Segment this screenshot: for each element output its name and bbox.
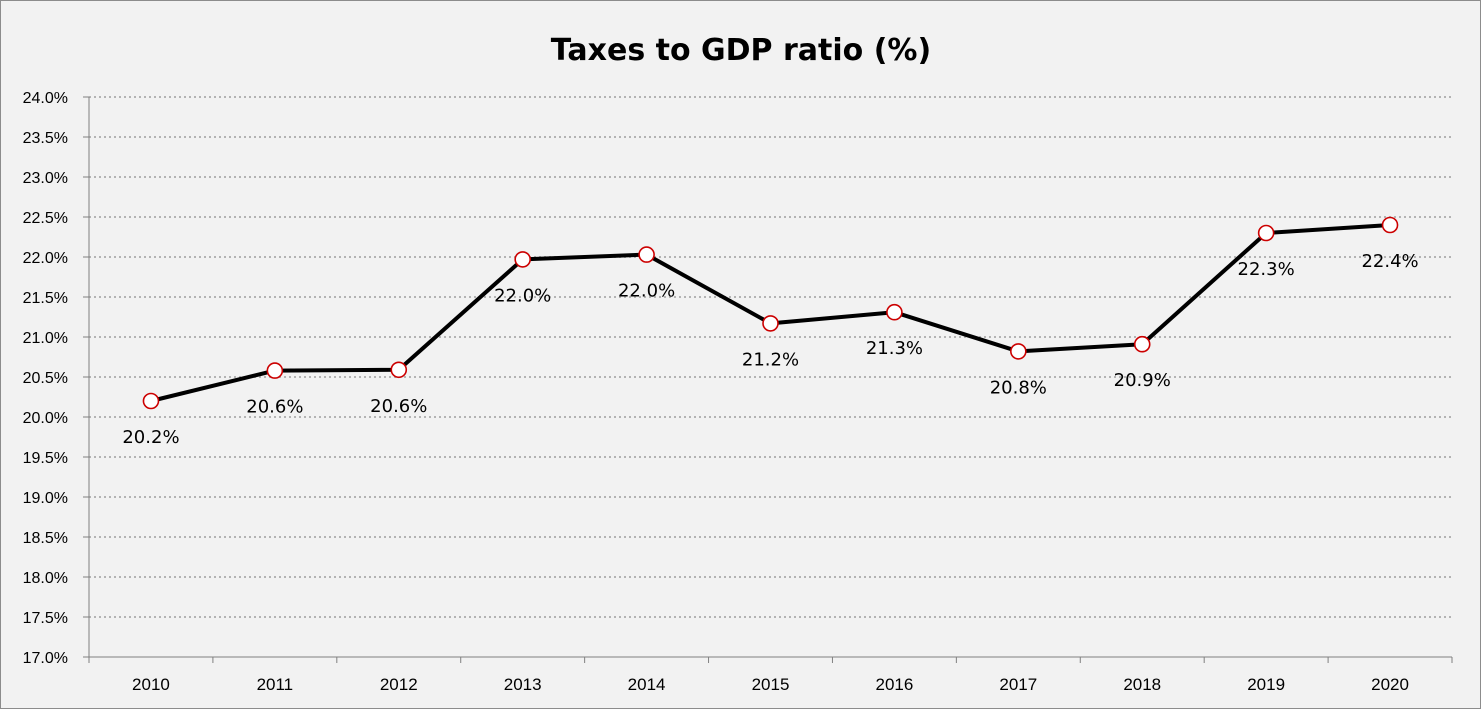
- data-label: 20.6%: [370, 396, 427, 417]
- data-point-marker: [514, 251, 531, 268]
- y-tick-label: 20.0%: [23, 410, 68, 427]
- data-point-marker: [1010, 343, 1027, 360]
- data-point-marker: [1257, 224, 1275, 242]
- data-point-marker: [142, 392, 160, 410]
- x-tick-label: 2010: [132, 675, 170, 694]
- data-labels: 20.2% 20.6% 20.6% 22.0% 22.0% 21.2% 21.3% 20.8%…: [122, 251, 1418, 448]
- y-tick-label: 18.0%: [23, 570, 68, 587]
- data-point-marker: [1381, 216, 1399, 234]
- data-label: 20.2%: [122, 427, 179, 448]
- data-label: 22.0%: [618, 281, 675, 302]
- y-tick-label: 19.5%: [23, 450, 68, 467]
- y-tick-label: 22.5%: [23, 210, 68, 227]
- axes: [83, 96, 1453, 663]
- data-point-marker: [638, 246, 655, 263]
- y-tick-label: 24.0%: [23, 90, 68, 107]
- x-tick-label: 2016: [875, 675, 913, 694]
- y-axis-tick-labels: 17.0% 17.5% 18.0% 18.5% 19.0% 19.5% 20.0% 20.5%…: [23, 90, 68, 667]
- data-label: 20.8%: [990, 377, 1047, 398]
- x-tick-label: 2017: [999, 675, 1037, 694]
- data-label: 22.4%: [1361, 251, 1418, 272]
- x-tick-label: 2013: [504, 675, 542, 694]
- data-point-marker: [1133, 335, 1151, 353]
- y-tick-label: 20.5%: [23, 370, 68, 387]
- series-line: [150, 223, 1391, 403]
- data-label: 21.2%: [742, 349, 799, 370]
- y-tick-label: 23.5%: [23, 130, 68, 147]
- y-tick-label: 19.0%: [23, 490, 68, 507]
- series-line-group: [150, 223, 1391, 403]
- x-tick-label: 2018: [1123, 675, 1161, 694]
- y-tick-label: 17.5%: [23, 610, 68, 627]
- x-tick-label: 2012: [380, 675, 418, 694]
- x-tick-label: 2014: [628, 675, 666, 694]
- data-point-marker: [762, 315, 779, 332]
- y-tick-label: 21.5%: [23, 290, 68, 307]
- y-tick-label: 18.5%: [23, 530, 68, 547]
- chart-title: Taxes to GDP ratio (%): [551, 33, 931, 68]
- x-tick-label: 2020: [1371, 675, 1409, 694]
- x-tick-label: 2015: [752, 675, 790, 694]
- data-label: 20.6%: [246, 397, 303, 418]
- y-tick-label: 23.0%: [23, 170, 68, 187]
- y-tick-label: 22.0%: [23, 250, 68, 267]
- data-label: 21.3%: [866, 338, 923, 359]
- y-tick-label: 21.0%: [23, 330, 68, 347]
- data-label: 22.0%: [494, 285, 551, 306]
- x-axis-tick-labels: 2010 2011 2012 2013 2014 2015 2016 2017 2018 2019…: [132, 675, 1409, 694]
- x-tick-label: 2011: [257, 675, 294, 694]
- data-label: 20.9%: [1114, 370, 1171, 391]
- y-tick-label: 17.0%: [23, 650, 68, 667]
- data-point-marker: [886, 303, 903, 321]
- data-point-marker: [266, 362, 284, 379]
- x-tick-label: 2019: [1247, 675, 1285, 694]
- data-label: 22.3%: [1238, 259, 1295, 280]
- data-point-marker: [390, 361, 408, 379]
- data-markers: [142, 216, 1399, 410]
- gridlines: [89, 96, 1452, 618]
